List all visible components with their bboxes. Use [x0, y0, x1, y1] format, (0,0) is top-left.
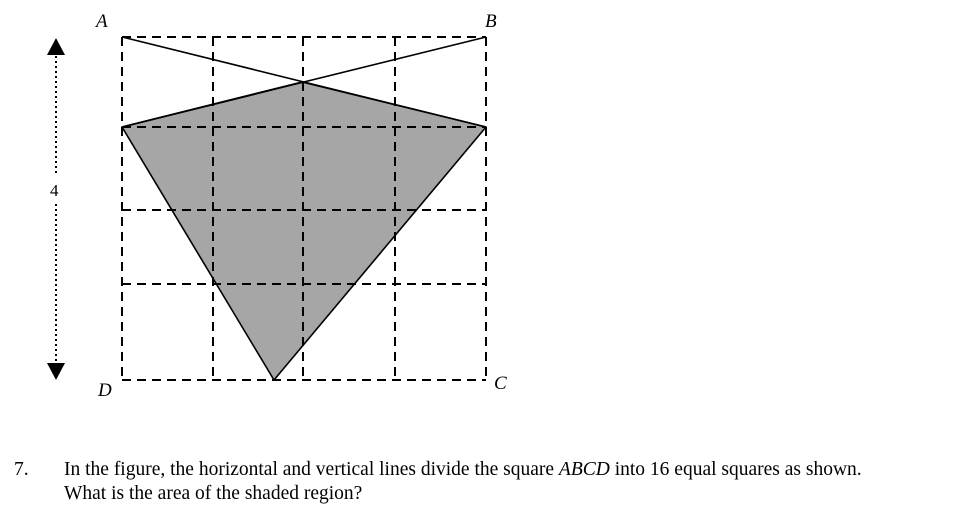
dimension-arrow [47, 38, 65, 380]
question-number: 7. [14, 459, 29, 480]
question-line-2: What is the area of the shaded region? [64, 483, 363, 504]
question-line-1-start: In the figure, the horizontal and vertic… [64, 459, 559, 480]
dashed-grid [121, 36, 487, 381]
question-text: In the figure, the horizontal and vertic… [64, 458, 964, 506]
arrow-up-icon [47, 38, 65, 55]
vertex-label-d: D [97, 380, 112, 401]
arrow-down-icon [47, 363, 65, 380]
vertex-label-a: A [94, 11, 108, 32]
vertex-label-b: B [485, 11, 497, 32]
geometry-figure: A B C D 4 [47, 11, 507, 401]
vertex-label-c: C [494, 373, 507, 394]
side-length-label: 4 [50, 181, 59, 200]
line-b-to-left [121, 36, 487, 128]
question-line-1: In the figure, the horizontal and vertic… [64, 458, 964, 482]
question-line-1-end: into 16 equal squares as shown. [609, 459, 862, 480]
square-name: ABCD [558, 459, 610, 480]
